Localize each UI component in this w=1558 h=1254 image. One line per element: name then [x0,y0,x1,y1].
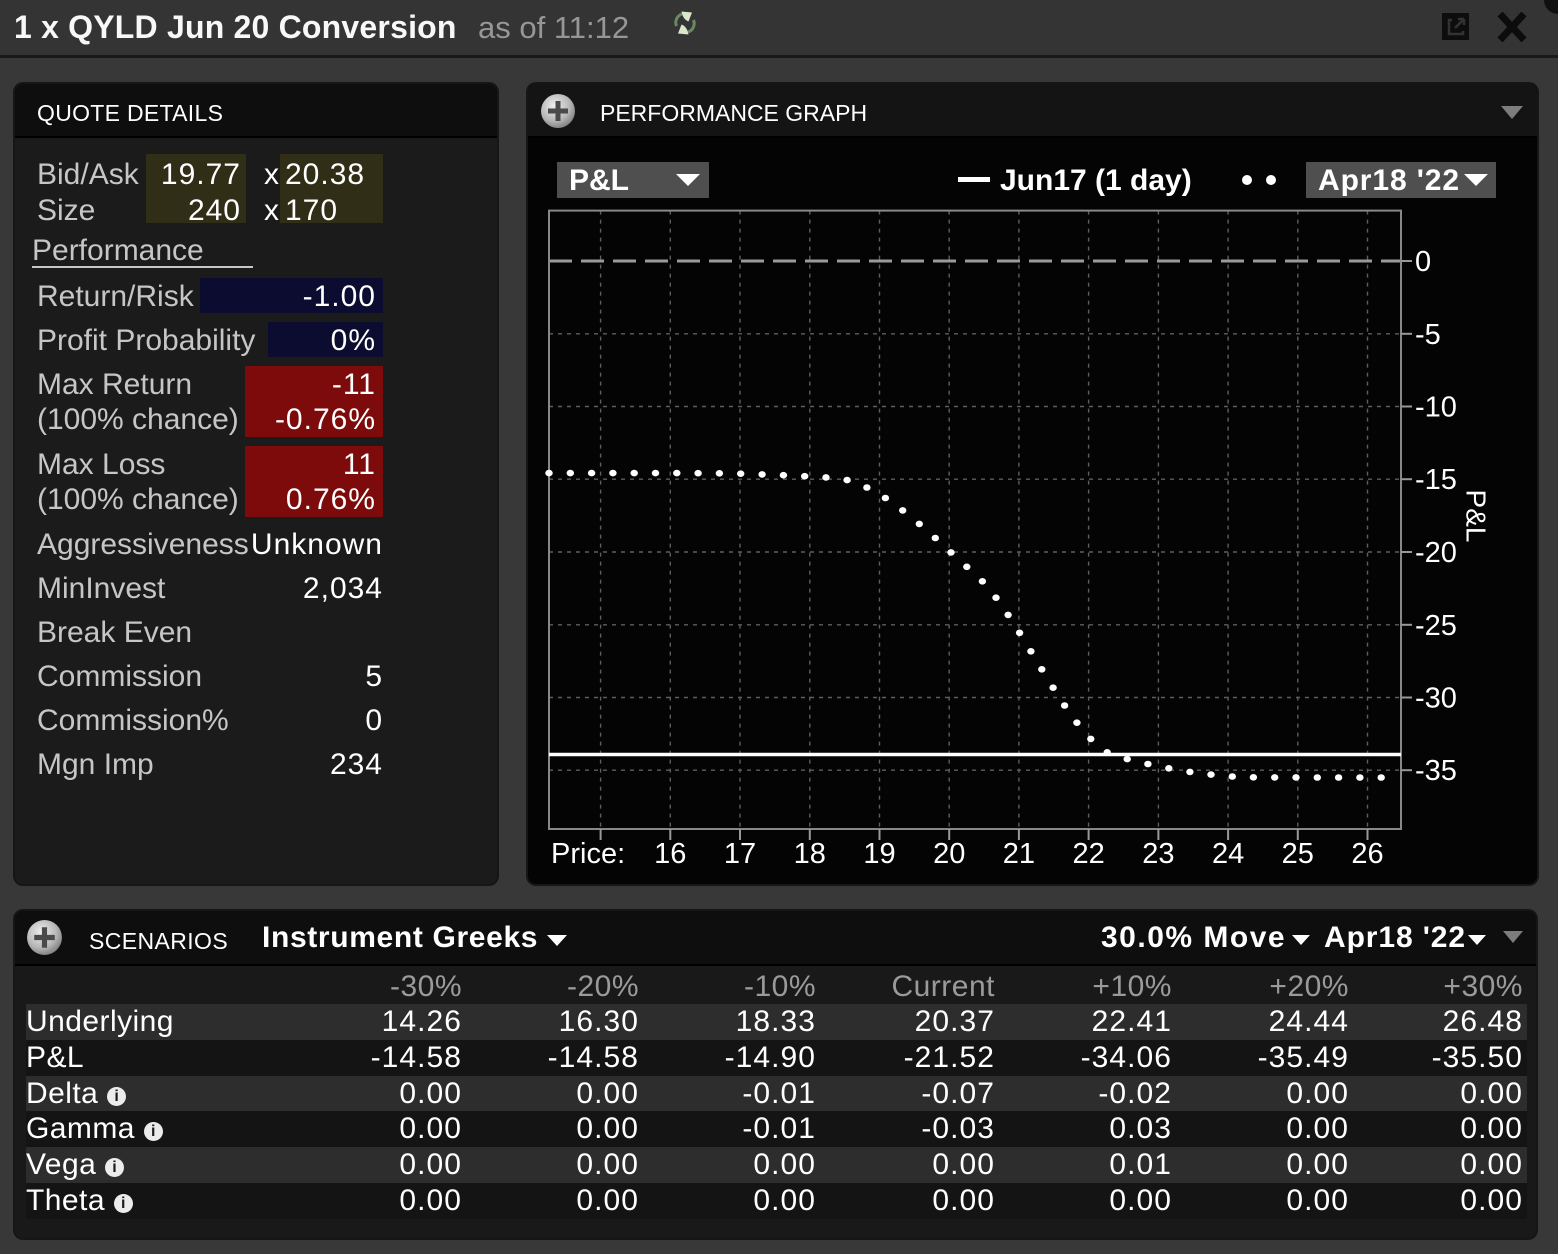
svg-text:-10: -10 [1415,392,1457,424]
svg-text:-15: -15 [1415,464,1457,496]
svg-text:-25: -25 [1415,610,1457,642]
svg-text:24: 24 [1212,838,1244,870]
svg-text:18: 18 [794,838,826,870]
svg-text:17: 17 [724,838,756,870]
svg-text:16: 16 [654,838,686,870]
svg-text:-5: -5 [1415,319,1441,351]
svg-text:-35: -35 [1415,755,1457,787]
svg-text:-20: -20 [1415,537,1457,569]
svg-text:19: 19 [863,838,895,870]
svg-text:20: 20 [933,838,965,870]
svg-text:22: 22 [1072,838,1104,870]
svg-text:0: 0 [1415,246,1431,278]
svg-text:23: 23 [1142,838,1174,870]
svg-text:21: 21 [1003,838,1035,870]
svg-text:P&L: P&L [1461,490,1492,543]
svg-text:25: 25 [1282,838,1314,870]
svg-text:26: 26 [1351,838,1383,870]
svg-text:-30: -30 [1415,683,1457,715]
svg-text:Price:: Price: [551,838,625,870]
